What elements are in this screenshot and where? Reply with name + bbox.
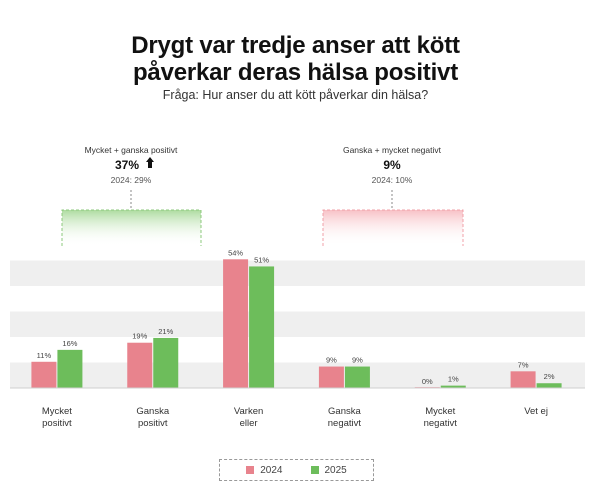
- bar-2025-3: [344, 366, 370, 388]
- bar-2025-1: [153, 337, 179, 388]
- bar-label-2024-3: 9%: [326, 356, 337, 365]
- grid-band: [10, 362, 585, 388]
- bar-label-2024-1: 19%: [132, 332, 147, 341]
- positive-summary-previous: 2024: 29%: [111, 175, 152, 185]
- legend-swatch-2024: [246, 466, 255, 474]
- category-label-5-0: Vet ej: [524, 406, 548, 417]
- bar-label-2025-3: 9%: [352, 356, 363, 365]
- bar-label-2024-0: 11%: [37, 351, 52, 360]
- category-label-3-1: negativt: [328, 418, 362, 429]
- bar-label-2025-5: 2%: [544, 372, 555, 381]
- category-label-4-0: Mycket: [425, 406, 455, 417]
- bar-2025-0: [57, 349, 83, 388]
- bar-2025-2: [249, 266, 275, 388]
- title-line-2: påverkar deras hälsa positivt: [132, 59, 459, 86]
- negative-summary-previous: 2024: 10%: [372, 175, 413, 185]
- positive-summary: Mycket + ganska positivt 37% 2024: 29%: [61, 145, 202, 246]
- negative-summary-value: 9%: [383, 158, 401, 172]
- negative-summary-heading: Ganska + mycket negativt: [343, 145, 442, 155]
- negative-bracket-fill: [323, 210, 463, 246]
- bar-value-labels: 11% 16% 19% 21% 54% 51% 9% 9% 0% 1% 7% 2%: [37, 248, 555, 386]
- bar-label-2024-4: 0%: [422, 377, 433, 386]
- bar-label-2025-0: 16%: [62, 339, 77, 348]
- bar-2024-5: [510, 371, 536, 388]
- positive-summary-heading: Mycket + ganska positivt: [85, 145, 178, 155]
- bar-2025-4: [440, 385, 466, 388]
- legend-item-2024: 2024: [246, 464, 283, 476]
- grid-band: [10, 311, 585, 337]
- negative-bracket: [322, 209, 464, 246]
- category-label-2-1: eller: [240, 418, 258, 429]
- bars: [31, 259, 562, 388]
- category-label-3-0: Ganska: [328, 406, 361, 417]
- bar-label-2025-1: 21%: [158, 327, 173, 336]
- legend-label-2025: 2025: [324, 464, 347, 476]
- bar-2025-5: [536, 383, 562, 388]
- category-label-0-0: Mycket: [42, 406, 72, 417]
- legend-swatch-2025: [310, 466, 319, 474]
- bar-label-2024-5: 7%: [518, 360, 529, 369]
- bar-2024-3: [318, 366, 344, 388]
- bar-label-2025-4: 1%: [448, 375, 459, 384]
- legend-item-2025: 2025: [310, 464, 347, 476]
- title-line-1: Drygt var tredje anser att kött: [131, 32, 460, 59]
- grid-bands: [10, 260, 585, 388]
- arrow-up-icon: [146, 157, 154, 168]
- legend: 2024 2025: [219, 459, 374, 481]
- positive-summary-value: 37%: [115, 158, 139, 172]
- category-label-1-1: positivt: [138, 418, 168, 429]
- legend-label-2024: 2024: [260, 464, 283, 476]
- negative-summary: Ganska + mycket negativt 9% 2024: 10%: [322, 145, 464, 246]
- bar-label-2024-2: 54%: [228, 248, 243, 257]
- bar-2024-2: [223, 259, 249, 388]
- chart-title: Drygt var tredje anser att kött påverkar…: [0, 32, 591, 86]
- grid-band: [10, 260, 585, 286]
- category-label-0-1: positivt: [42, 418, 72, 429]
- positive-bracket-fill: [62, 210, 201, 246]
- bar-2024-1: [127, 342, 153, 388]
- positive-bracket: [61, 209, 202, 246]
- category-label-1-0: Ganska: [136, 406, 169, 417]
- bar-2024-0: [31, 361, 57, 388]
- category-label-2-0: Varken: [234, 406, 263, 417]
- bar-label-2025-2: 51%: [254, 255, 269, 264]
- category-label-4-1: negativt: [424, 418, 458, 429]
- chart-subtitle: Fråga: Hur anser du att kött påverkar di…: [162, 88, 429, 102]
- category-labels: MycketpositivtGanskapositivtVarkenellerG…: [42, 406, 548, 429]
